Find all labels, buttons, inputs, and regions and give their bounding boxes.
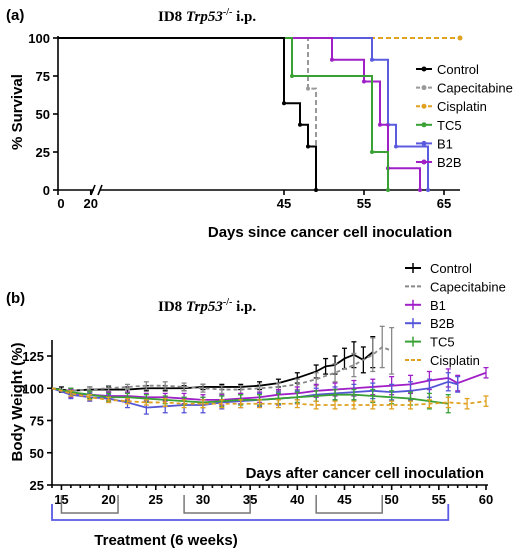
censor-mark-control	[298, 122, 302, 127]
series-line-b1	[51, 371, 487, 401]
treatment-period-bracket	[315, 495, 383, 514]
y-tick-label: 50	[36, 107, 50, 122]
x-tick-label: 55	[357, 196, 371, 211]
treatment-brackets	[51, 495, 450, 521]
censor-mark-tc5	[370, 150, 374, 154]
censor-mark-control	[314, 188, 318, 192]
y-tick-label: 75	[30, 414, 44, 429]
x-tick-label: 40	[290, 492, 304, 507]
x-tick-label: 20	[101, 492, 115, 507]
y-tick-label: 0	[43, 183, 50, 198]
series-line-tc5	[51, 387, 449, 405]
panel-a: (a) ID8 Trp53-/- i.p. % Survival Days si…	[6, 7, 513, 241]
treatment-label: Treatment (6 weeks)	[94, 532, 237, 549]
treatment-period-bracket	[60, 495, 119, 514]
panel-a-label: (a)	[6, 7, 24, 24]
x-tick-label: 60	[479, 492, 493, 507]
x-tick-label: 45	[337, 492, 351, 507]
x-tick-label: 30	[196, 492, 210, 507]
axis-break-mark	[97, 184, 103, 196]
series-line-capecitabine	[58, 37, 317, 190]
legend-label-cisplatin: Cisplatin	[430, 353, 480, 368]
treatment-period-bracket	[183, 495, 251, 514]
y-tick-label: 25	[36, 145, 50, 160]
legend-marker-cisplatin	[421, 103, 427, 109]
censor-mark-control	[282, 101, 286, 106]
legend-marker-control	[421, 66, 427, 72]
legend-label-b1: B1	[437, 136, 453, 151]
legend-label-control: Control	[437, 62, 479, 77]
censor-mark-cisplatin	[457, 35, 463, 41]
legend-label-cisplatin: Cisplatin	[437, 99, 487, 114]
legend-marker-capecitabine	[421, 85, 427, 91]
panel-a-legend: Control Capecitabine Cisplatin TC5 B1 B2B	[416, 62, 513, 170]
censor-mark-b2b	[378, 122, 382, 127]
censor-mark-b2b	[330, 57, 334, 62]
y-tick-label: 75	[36, 69, 50, 84]
legend-marker-b1	[421, 140, 427, 146]
legend-label-tc5: TC5	[430, 335, 455, 350]
panel-b-ylabel: Body Weight (%)	[9, 343, 26, 462]
panel-b-plot	[51, 325, 489, 415]
censor-mark-b1	[394, 144, 398, 149]
censor-mark-b2b	[362, 79, 366, 84]
legend-marker-tc5	[421, 122, 427, 128]
x-tick-label: 45	[277, 196, 291, 211]
y-tick-label: 50	[30, 446, 44, 461]
panel-b-label: (b)	[6, 290, 25, 307]
censor-mark-b1	[370, 57, 374, 62]
x-tick-label: 65	[437, 196, 451, 211]
legend-label-capecitabine: Capecitabine	[437, 81, 513, 96]
censor-mark-tc5	[290, 74, 294, 78]
axis-break-mark	[90, 184, 96, 196]
panel-b: (b) ID8 Trp53-/- i.p. Body Weight (%) Da…	[6, 261, 506, 549]
legend-label-tc5: TC5	[437, 118, 462, 133]
panel-a-plot	[58, 35, 463, 192]
x-tick-label: 25	[149, 492, 163, 507]
censor-mark-control	[306, 144, 310, 149]
series-line-control	[58, 37, 317, 190]
censor-mark-b1	[426, 188, 430, 192]
x-tick-label: 0	[57, 196, 64, 211]
legend-label-b2b: B2B	[437, 155, 462, 170]
y-tick-label: 125	[22, 349, 44, 364]
x-tick-label: 55	[432, 492, 446, 507]
censor-mark-b2b	[418, 188, 422, 192]
legend-marker-b2b	[421, 159, 427, 165]
series-line-capecitabine	[51, 345, 392, 392]
legend-label-b1: B1	[430, 298, 446, 313]
legend-label-capecitabine: Capecitabine	[430, 279, 506, 294]
panel-b-xlabel: Days after cancer cell inoculation	[246, 465, 484, 482]
panel-b-title: ID8 Trp53-/- i.p.	[158, 297, 256, 315]
legend-label-b2b: B2B	[430, 316, 455, 331]
y-tick-label: 100	[22, 381, 44, 396]
panel-a-xlabel: Days since cancer cell inoculation	[208, 224, 452, 241]
panel-b-legend: Control Capecitabine B1 B2B TC5 Cisplatin	[405, 261, 506, 368]
treatment-span-bracket	[51, 504, 450, 521]
series-line-b2b	[58, 37, 421, 190]
censor-mark-capecitabine	[306, 86, 310, 91]
series-line-cisplatin	[51, 387, 487, 406]
y-tick-label: 25	[30, 478, 44, 493]
panel-a-ylabel: % Survival	[9, 74, 26, 150]
panel-a-axes: 0 25 50 75 100 0 20 45 55 65	[28, 31, 460, 211]
legend-label-control: Control	[430, 261, 472, 276]
x-tick-label: 20	[83, 196, 97, 211]
x-tick-label: 50	[384, 492, 398, 507]
y-tick-label: 100	[28, 31, 50, 46]
censor-mark-tc5	[386, 188, 390, 192]
series-line-control	[51, 351, 374, 392]
panel-a-title: ID8 Trp53-/- i.p.	[158, 7, 256, 25]
series-line-tc5	[58, 37, 389, 190]
